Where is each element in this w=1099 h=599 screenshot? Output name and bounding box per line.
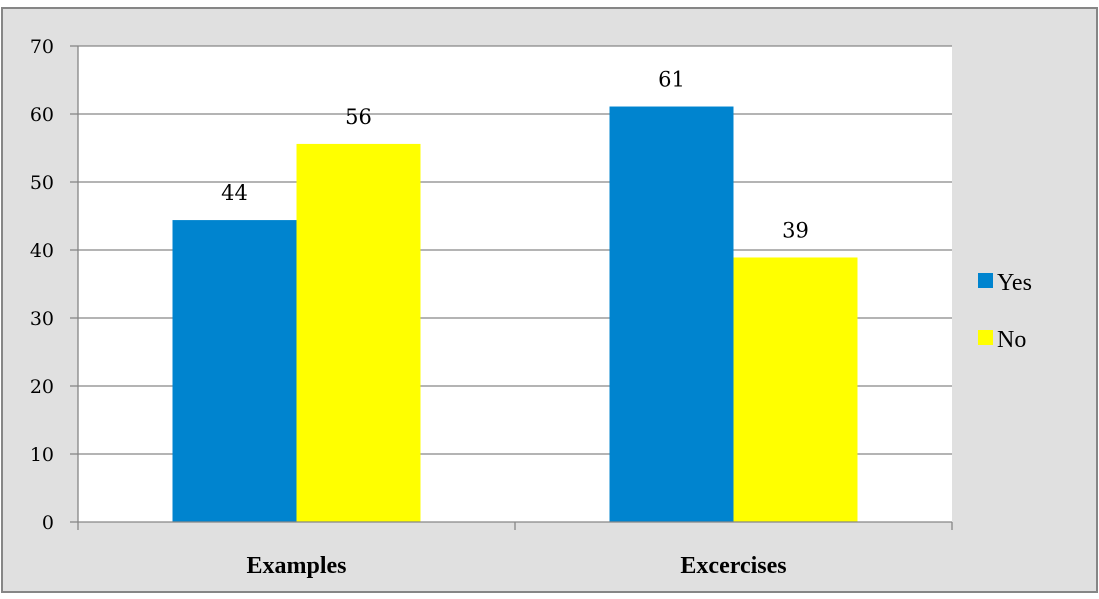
x-category-label: Examples [246, 553, 346, 579]
y-tick-label: 30 [30, 308, 54, 330]
y-tick-label: 40 [30, 240, 54, 262]
y-tick-label: 20 [30, 376, 54, 398]
y-tick-label: 70 [30, 36, 54, 58]
legend-label: Yes [997, 270, 1032, 296]
x-category-label: Excercises [680, 553, 786, 579]
x-axis-category-labels: Examples Excercises [246, 553, 786, 579]
y-tick-label: 50 [30, 172, 54, 194]
bar-yes-examples [172, 220, 297, 522]
y-tick-label: 0 [42, 512, 54, 534]
data-label: 61 [658, 68, 685, 92]
bar-no-excercises [733, 257, 858, 522]
axes [70, 45, 953, 530]
data-labels: 44 56 61 39 [221, 68, 809, 243]
legend-swatch-no [978, 330, 993, 345]
bar-no-examples [296, 143, 421, 523]
bar-yes-excercises [609, 106, 734, 523]
legend-label: No [997, 327, 1026, 353]
y-tick-label: 60 [30, 104, 54, 126]
y-tick-label: 10 [30, 444, 54, 466]
y-axis-tick-labels: 0 10 20 30 40 50 60 70 [30, 36, 54, 534]
data-label: 44 [221, 181, 248, 205]
data-label: 39 [782, 218, 809, 242]
bars [172, 106, 858, 523]
legend: Yes No [978, 270, 1032, 353]
legend-swatch-yes [978, 273, 993, 288]
data-label: 56 [345, 105, 372, 129]
